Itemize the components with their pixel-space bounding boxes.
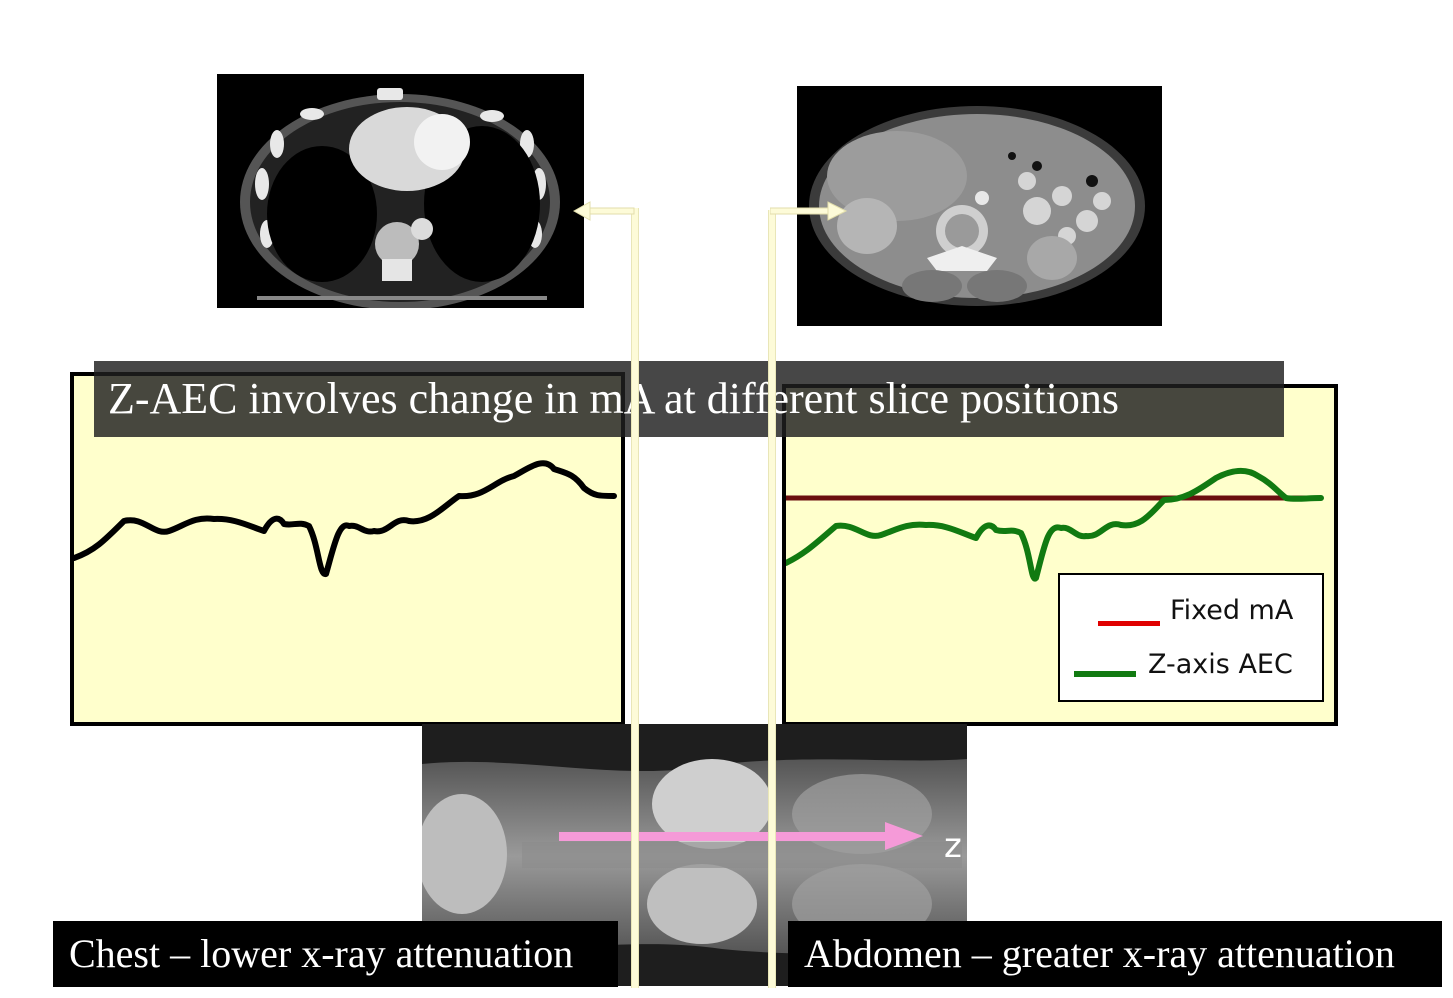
z-axis-label: z (944, 826, 962, 866)
chest-ct-image (217, 74, 584, 308)
chest-caption: Chest – lower x-ray attenuation (53, 921, 618, 987)
abdomen-ct-image (797, 86, 1162, 326)
chest-attenuation-curve (74, 460, 617, 577)
abdomen-caption: Abdomen – greater x-ray attenuation (788, 921, 1442, 987)
legend-swatch-fixed (1098, 621, 1160, 626)
chest-guide-line (631, 208, 639, 988)
legend-swatch-aec (1074, 671, 1136, 677)
legend-label-fixed: Fixed mA (1170, 595, 1294, 626)
title-banner: Z-AEC involves change in mA at different… (94, 361, 1284, 437)
chart-legend: Fixed mA Z-axis AEC (1058, 573, 1324, 702)
z-axis-aec-curve (786, 468, 1324, 582)
z-direction-arrow-icon (559, 822, 923, 850)
abdomen-plot-panel: Fixed mA Z-axis AEC (782, 384, 1338, 726)
legend-label-aec: Z-axis AEC (1148, 649, 1293, 680)
left-arrow-icon (572, 201, 635, 221)
abdomen-guide-line (768, 210, 776, 988)
right-arrow-icon (770, 201, 848, 221)
